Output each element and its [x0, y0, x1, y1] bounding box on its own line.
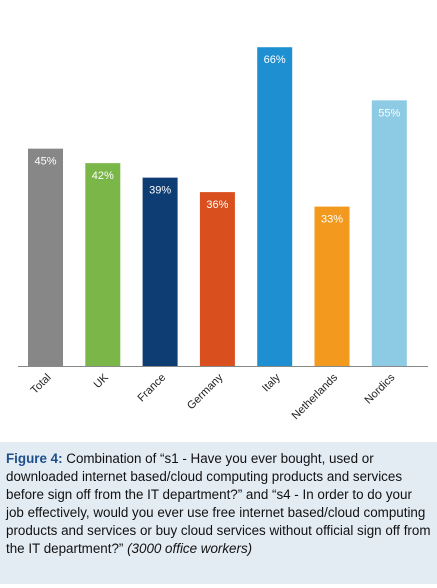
tick-label-germany: Germany — [185, 371, 226, 412]
bar-netherlands — [314, 206, 350, 366]
bar-nordics — [371, 100, 407, 366]
tick-label-italy: Italy — [260, 371, 283, 394]
bar-chart: 45% 42% 39% 36% 66% 33% 55% Total UK France Germa… — [18, 47, 428, 422]
value-label-germany: 36% — [206, 199, 228, 211]
tick-label-uk: UK — [92, 371, 112, 391]
value-label-netherlands: 33% — [321, 214, 343, 226]
bar-france — [142, 177, 178, 366]
bar-total — [28, 148, 63, 366]
caption-note: (3000 office workers) — [127, 541, 253, 556]
value-label-total: 45% — [34, 156, 56, 168]
figure-label: Figure 4: — [6, 451, 63, 466]
value-label-france: 39% — [149, 185, 171, 197]
value-label-italy: 66% — [264, 54, 286, 66]
tick-label-total: Total — [29, 372, 54, 397]
bar-uk — [85, 163, 121, 366]
caption-text: Combination of “s1 - Have you ever bough… — [6, 451, 431, 556]
value-label-nordics: 55% — [378, 107, 400, 119]
x-tick-labels: Total UK France Germany Italy Netherlands Nord… — [29, 371, 398, 422]
value-label-uk: 42% — [92, 170, 114, 182]
tick-label-nordics: Nordics — [363, 371, 398, 406]
tick-label-netherlands: Netherlands — [290, 371, 341, 422]
bars-group: 45% 42% 39% 36% 66% 33% 55% — [28, 47, 407, 366]
bar-germany — [199, 192, 235, 366]
figure-caption: Figure 4: Combination of “s1 - Have you … — [0, 442, 437, 584]
tick-label-france: France — [136, 372, 169, 405]
bar-italy — [257, 47, 293, 366]
